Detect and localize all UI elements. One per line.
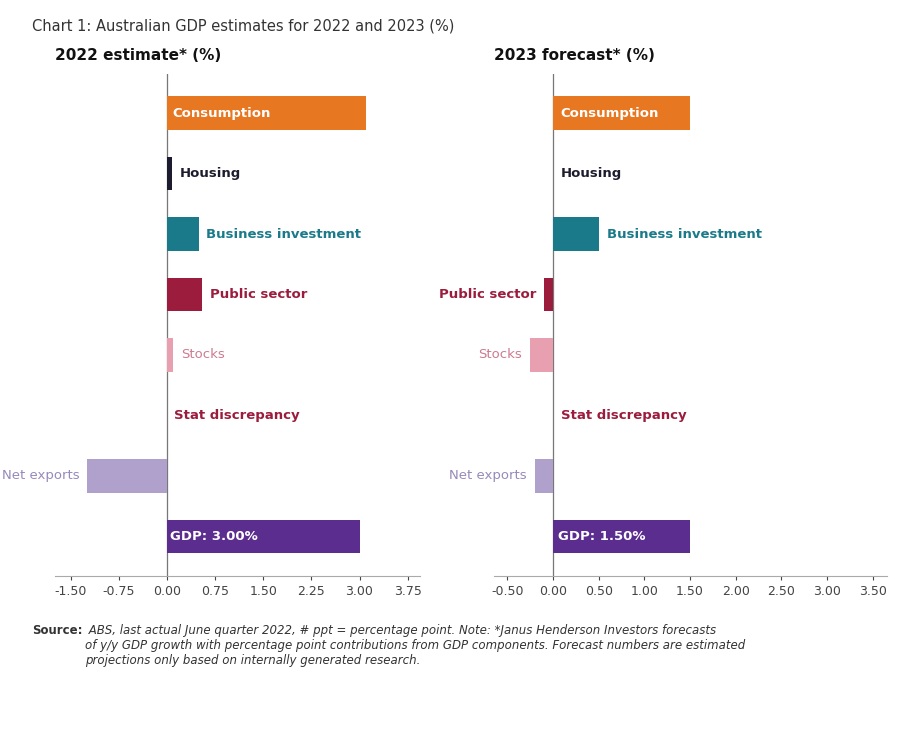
Text: Stat discrepancy: Stat discrepancy bbox=[561, 409, 686, 422]
Bar bbox=[535, 459, 553, 492]
Bar bbox=[530, 338, 553, 371]
Text: Consumption: Consumption bbox=[560, 106, 659, 120]
Bar bbox=[167, 157, 172, 190]
Text: Stocks: Stocks bbox=[181, 348, 225, 362]
Text: Stocks: Stocks bbox=[479, 348, 522, 362]
Bar bbox=[167, 218, 199, 251]
Text: Public sector: Public sector bbox=[209, 288, 307, 301]
Bar bbox=[87, 459, 167, 492]
Bar bbox=[167, 97, 366, 130]
Bar bbox=[553, 97, 690, 130]
Text: Source:: Source: bbox=[32, 624, 82, 637]
Text: GDP: 3.00%: GDP: 3.00% bbox=[170, 530, 258, 543]
Text: Stat discrepancy: Stat discrepancy bbox=[175, 409, 300, 422]
Text: GDP: 1.50%: GDP: 1.50% bbox=[558, 530, 645, 543]
Bar bbox=[553, 218, 599, 251]
Text: Net exports: Net exports bbox=[449, 469, 526, 483]
Text: Business investment: Business investment bbox=[207, 227, 361, 241]
Text: Housing: Housing bbox=[179, 167, 240, 180]
Text: Business investment: Business investment bbox=[607, 227, 761, 241]
Bar bbox=[167, 278, 202, 311]
Text: Public sector: Public sector bbox=[439, 288, 536, 301]
Bar bbox=[167, 338, 174, 371]
Bar bbox=[553, 520, 690, 553]
Text: Net exports: Net exports bbox=[2, 469, 80, 483]
Text: 2023 forecast* (%): 2023 forecast* (%) bbox=[494, 48, 654, 63]
Bar bbox=[167, 520, 359, 553]
Text: 2022 estimate* (%): 2022 estimate* (%) bbox=[55, 48, 221, 63]
Text: Chart 1: Australian GDP estimates for 2022 and 2023 (%): Chart 1: Australian GDP estimates for 20… bbox=[32, 18, 454, 33]
Text: ABS, last actual June quarter 2022, # ppt = percentage point. Note: *Janus Hende: ABS, last actual June quarter 2022, # pp… bbox=[85, 624, 745, 666]
Text: Housing: Housing bbox=[561, 167, 622, 180]
Bar bbox=[544, 278, 553, 311]
Text: Consumption: Consumption bbox=[172, 106, 271, 120]
